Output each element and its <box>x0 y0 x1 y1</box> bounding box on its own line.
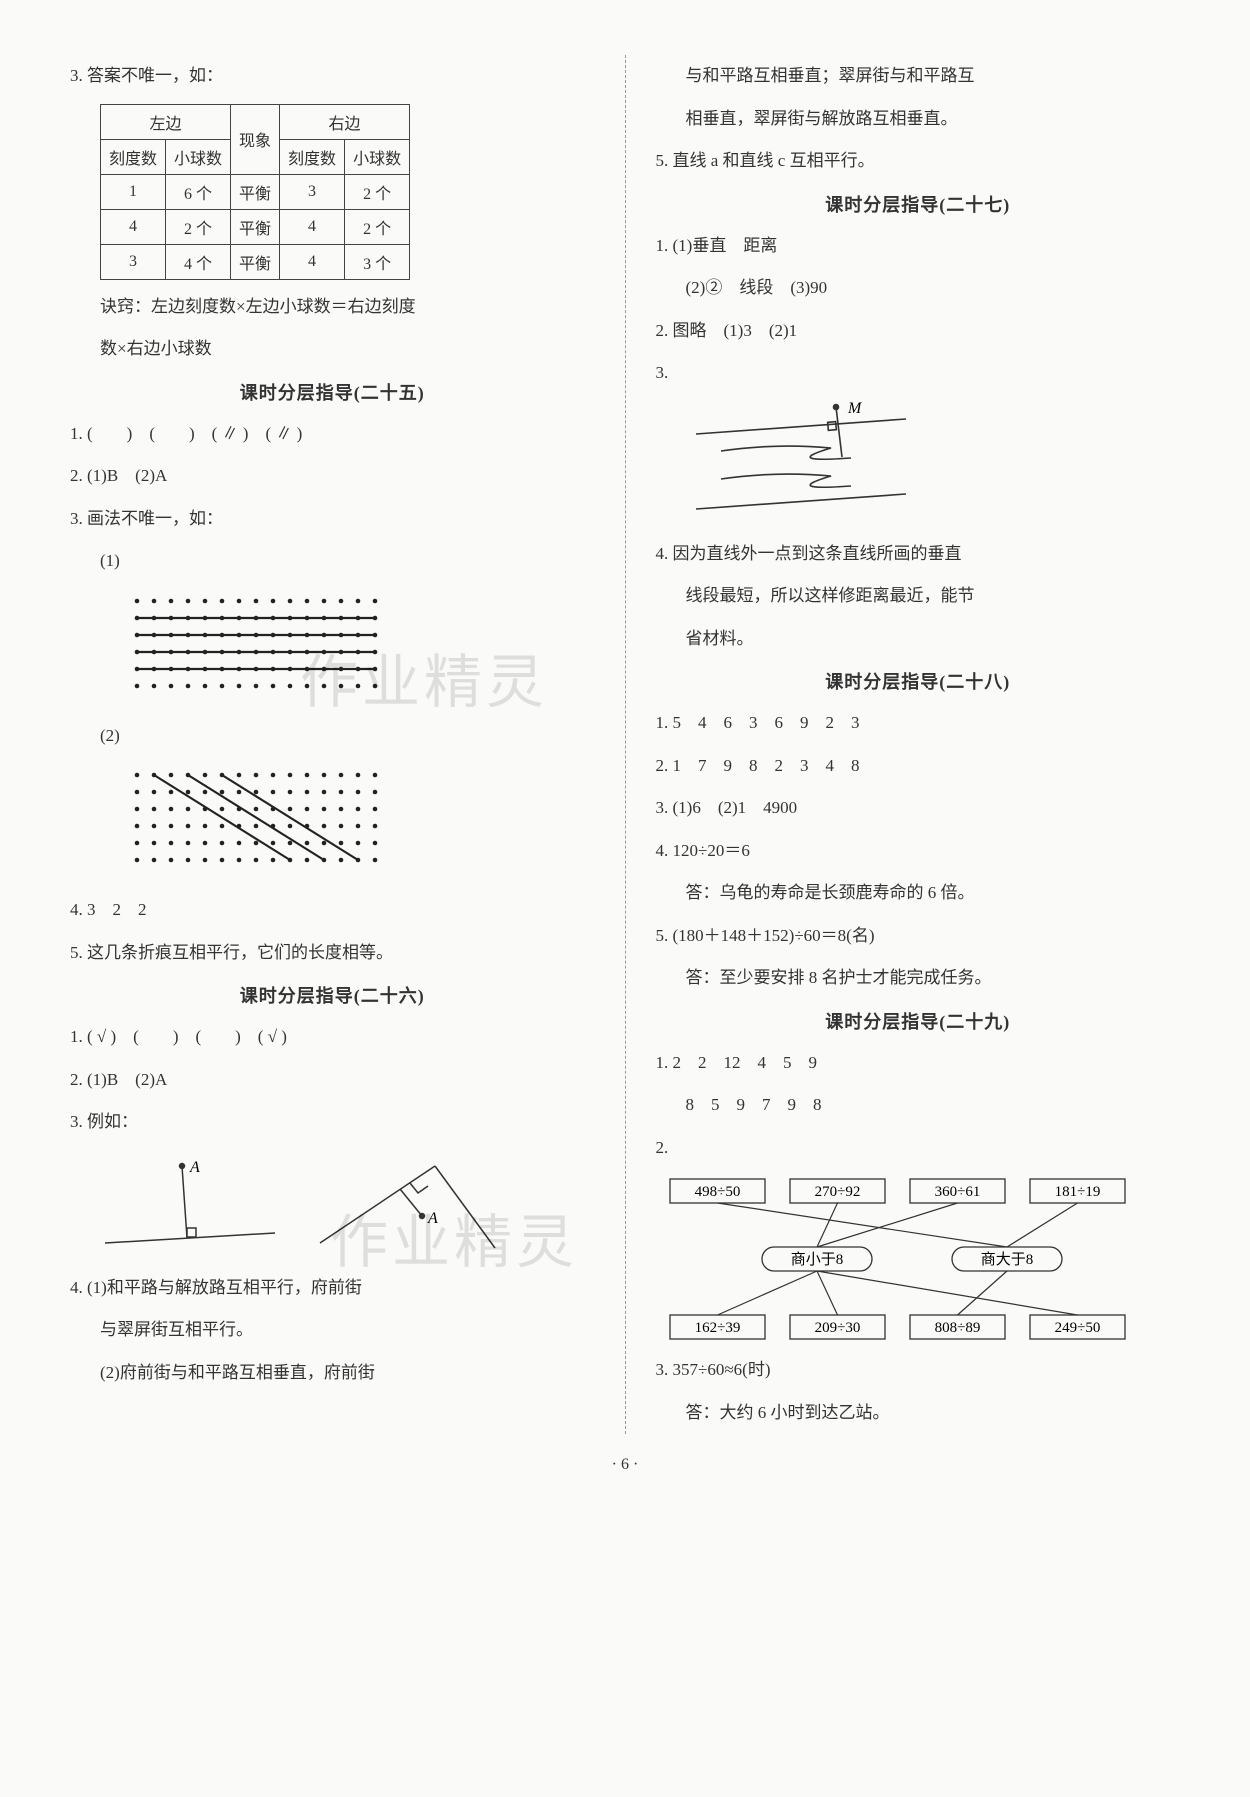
q3-note: 数×右边小球数 <box>70 328 595 371</box>
svg-text:498÷50: 498÷50 <box>694 1184 740 1200</box>
svg-text:162÷39: 162÷39 <box>694 1320 740 1336</box>
table-cell: 4 <box>280 209 345 244</box>
table-cell: 3 <box>280 174 345 209</box>
s29-3a: 3. 357÷60≈6(时) <box>656 1349 1181 1392</box>
s28-5a: 5. (180＋148＋152)÷60＝8(名) <box>656 915 1181 958</box>
q3-intro: 3. 答案不唯一，如： <box>70 55 595 98</box>
table-cell: 平衡 <box>231 244 280 279</box>
table-cell: 2 个 <box>345 209 410 244</box>
table-cell: 平衡 <box>231 209 280 244</box>
s27-4c: 省材料。 <box>656 618 1181 661</box>
s26-3: 3. 例如： <box>70 1101 595 1144</box>
s25-4: 4. 3 2 2 <box>70 889 595 932</box>
quotient-diagram: 498÷50 270÷92 360÷61 181÷19 商小于8 商大于8 162÷39 20… <box>662 1175 1181 1345</box>
s28-4a: 4. 120÷20＝6 <box>656 830 1181 873</box>
th-sub: 刻度数 <box>101 139 166 174</box>
svg-text:181÷19: 181÷19 <box>1054 1184 1100 1200</box>
column-divider <box>625 55 626 1434</box>
heading-27: 课时分层指导(二十七) <box>656 183 1181 225</box>
s27-1b: (2)② 线段 (3)90 <box>656 267 1181 310</box>
s25-2: 2. (1)B (2)A <box>70 455 595 498</box>
s28-5b: 答：至少要安排 8 名护士才能完成任务。 <box>656 957 1181 1000</box>
table-cell: 4 <box>280 244 345 279</box>
table-cell: 4 <box>101 209 166 244</box>
right-column: 与和平路互相垂直；翠屏街与和平路互 相垂直，翠屏街与解放路互相垂直。 5. 直线… <box>656 55 1181 1434</box>
svg-text:A: A <box>189 1159 200 1176</box>
s27-3: 3. <box>656 352 1181 395</box>
s25-1: 1. ( ) ( ) ( ∥ ) ( ∥ ) <box>70 413 595 456</box>
q3-note: 诀窍：左边刻度数×左边小球数＝右边刻度 <box>70 286 595 329</box>
balance-table: 左边 现象 右边 刻度数 小球数 刻度数 小球数 16 个平衡32 个42 个平… <box>100 104 410 280</box>
th-mid: 现象 <box>231 104 280 174</box>
table-cell: 1 <box>101 174 166 209</box>
s26-4b: 与翠屏街互相平行。 <box>70 1309 595 1352</box>
th-sub: 刻度数 <box>280 139 345 174</box>
table-cell: 2 个 <box>345 174 410 209</box>
table-cell: 6 个 <box>166 174 231 209</box>
perpendicular-sketch: A A <box>90 1148 595 1263</box>
s28-2: 2. 1 7 9 8 2 3 4 8 <box>656 745 1181 788</box>
table-cell: 3 <box>101 244 166 279</box>
s25-5: 5. 这几条折痕互相平行，它们的长度相等。 <box>70 932 595 975</box>
point-m-label: M <box>847 400 863 417</box>
svg-text:商小于8: 商小于8 <box>790 1251 843 1268</box>
svg-text:270÷92: 270÷92 <box>814 1184 860 1200</box>
svg-text:209÷30: 209÷30 <box>814 1320 860 1336</box>
s26-4a: 4. (1)和平路与解放路互相平行，府前街 <box>70 1267 595 1310</box>
dots-figure-2 <box>125 763 595 883</box>
cont2: 相垂直，翠屏街与解放路互相垂直。 <box>656 98 1181 141</box>
svg-text:808÷89: 808÷89 <box>934 1320 980 1336</box>
table-cell: 3 个 <box>345 244 410 279</box>
s26-4c: (2)府前街与和平路互相垂直，府前街 <box>70 1352 595 1395</box>
s29-3b: 答：大约 6 小时到达乙站。 <box>656 1392 1181 1435</box>
heading-25: 课时分层指导(二十五) <box>70 371 595 413</box>
th-right: 右边 <box>280 104 410 139</box>
s25-3-2-label: (2) <box>70 715 595 758</box>
s28-3: 3. (1)6 (2)1 4900 <box>656 787 1181 830</box>
table-cell: 2 个 <box>166 209 231 244</box>
th-sub: 小球数 <box>166 139 231 174</box>
table-cell: 4 个 <box>166 244 231 279</box>
s29-2-label: 2. <box>656 1127 1181 1170</box>
s26-5: 5. 直线 a 和直线 c 互相平行。 <box>656 140 1181 183</box>
s26-2: 2. (1)B (2)A <box>70 1059 595 1102</box>
s28-1: 1. 5 4 6 3 6 9 2 3 <box>656 702 1181 745</box>
cont1: 与和平路互相垂直；翠屏街与和平路互 <box>656 55 1181 98</box>
heading-26: 课时分层指导(二十六) <box>70 974 595 1016</box>
dots-figure-1 <box>125 589 595 709</box>
left-column: 3. 答案不唯一，如： 左边 现象 右边 刻度数 小球数 刻度数 小球数 16 … <box>70 55 595 1434</box>
s27-4b: 线段最短，所以这样修距离最近，能节 <box>656 575 1181 618</box>
th-left: 左边 <box>101 104 231 139</box>
s25-3: 3. 画法不唯一，如： <box>70 498 595 541</box>
s27-4a: 4. 因为直线外一点到这条直线所画的垂直 <box>656 533 1181 576</box>
page-number: · 6 · <box>70 1456 1180 1474</box>
th-sub: 小球数 <box>345 139 410 174</box>
s25-3-1-label: (1) <box>70 540 595 583</box>
s29-1b: 8 5 9 7 9 8 <box>656 1084 1181 1127</box>
s29-1a: 1. 2 2 12 4 5 9 <box>656 1042 1181 1085</box>
svg-text:360÷61: 360÷61 <box>934 1184 980 1200</box>
table-cell: 平衡 <box>231 174 280 209</box>
svg-text:商大于8: 商大于8 <box>980 1251 1033 1268</box>
svg-text:A: A <box>427 1210 438 1227</box>
s26-1: 1. ( √ ) ( ) ( ) ( √ ) <box>70 1016 595 1059</box>
svg-text:249÷50: 249÷50 <box>1054 1320 1100 1336</box>
heading-29: 课时分层指导(二十九) <box>656 1000 1181 1042</box>
s27-2: 2. 图略 (1)3 (2)1 <box>656 310 1181 353</box>
s27-1a: 1. (1)垂直 距离 <box>656 225 1181 268</box>
heading-28: 课时分层指导(二十八) <box>656 660 1181 702</box>
s28-4b: 答：乌龟的寿命是长颈鹿寿命的 6 倍。 <box>656 872 1181 915</box>
parallel-perp-sketch: M <box>676 399 1181 529</box>
